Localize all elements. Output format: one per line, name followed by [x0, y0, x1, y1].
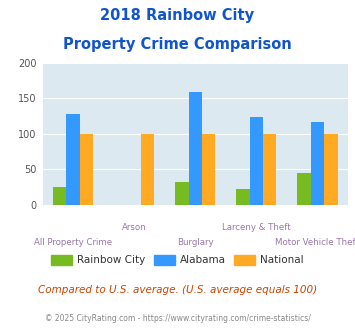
- Bar: [263, 134, 277, 205]
- Legend: Rainbow City, Alabama, National: Rainbow City, Alabama, National: [47, 251, 308, 270]
- Bar: [202, 134, 215, 205]
- Text: © 2025 CityRating.com - https://www.cityrating.com/crime-statistics/: © 2025 CityRating.com - https://www.city…: [45, 314, 310, 323]
- Bar: [297, 173, 311, 205]
- Bar: [53, 187, 66, 205]
- Bar: [141, 134, 154, 205]
- Bar: [311, 121, 324, 205]
- Bar: [250, 117, 263, 205]
- Text: Property Crime Comparison: Property Crime Comparison: [63, 37, 292, 52]
- Text: Larceny & Theft: Larceny & Theft: [222, 223, 291, 232]
- Bar: [236, 189, 250, 205]
- Text: Burglary: Burglary: [177, 238, 214, 247]
- Bar: [66, 114, 80, 205]
- Text: Motor Vehicle Theft: Motor Vehicle Theft: [275, 238, 355, 247]
- Text: Arson: Arson: [122, 223, 147, 232]
- Text: Compared to U.S. average. (U.S. average equals 100): Compared to U.S. average. (U.S. average …: [38, 285, 317, 295]
- Bar: [189, 92, 202, 205]
- Text: All Property Crime: All Property Crime: [34, 238, 112, 247]
- Bar: [324, 134, 338, 205]
- Bar: [175, 182, 189, 205]
- Text: 2018 Rainbow City: 2018 Rainbow City: [100, 8, 255, 23]
- Bar: [80, 134, 93, 205]
